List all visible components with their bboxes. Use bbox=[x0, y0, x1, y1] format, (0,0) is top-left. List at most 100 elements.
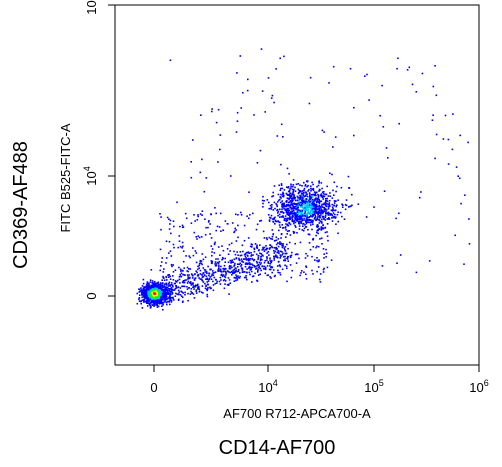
scatter-point bbox=[182, 285, 185, 288]
scatter-point bbox=[136, 292, 139, 295]
scatter-point bbox=[247, 251, 250, 253]
scatter-point bbox=[198, 288, 200, 290]
scatter-point bbox=[197, 286, 199, 289]
scatter-point bbox=[305, 208, 308, 211]
scatter-point bbox=[312, 273, 314, 275]
scatter-point bbox=[162, 290, 164, 293]
scatter-point bbox=[181, 296, 184, 299]
scatter-point bbox=[281, 187, 284, 190]
scatter-point bbox=[303, 207, 305, 209]
scatter-point bbox=[301, 199, 303, 202]
scatter-point bbox=[219, 276, 222, 279]
scatter-point bbox=[397, 57, 399, 60]
scatter-point bbox=[266, 274, 269, 277]
scatter-point bbox=[284, 250, 287, 252]
scatter-point bbox=[182, 250, 185, 252]
scatter-point bbox=[269, 257, 271, 259]
scatter-point bbox=[146, 281, 149, 283]
scatter-point bbox=[179, 294, 182, 296]
scatter-point bbox=[291, 217, 293, 220]
scatter-point bbox=[284, 227, 287, 229]
scatter-point bbox=[340, 186, 343, 189]
scatter-point bbox=[285, 210, 288, 213]
scatter-point bbox=[278, 213, 281, 216]
scatter-point bbox=[182, 292, 184, 294]
scatter-point bbox=[286, 243, 288, 246]
scatter-point bbox=[313, 202, 315, 205]
scatter-point bbox=[142, 287, 144, 290]
scatter-point bbox=[294, 253, 297, 256]
scatter-point bbox=[240, 214, 243, 216]
scatter-point bbox=[264, 248, 266, 251]
scatter-point bbox=[146, 287, 148, 289]
scatter-point bbox=[151, 280, 154, 282]
scatter-point bbox=[305, 214, 308, 216]
scatter-point bbox=[207, 283, 209, 286]
scatter-point bbox=[221, 275, 224, 277]
scatter-point bbox=[196, 275, 199, 277]
scatter-point bbox=[293, 193, 295, 196]
y-tick-label: 0 bbox=[84, 292, 99, 299]
scatter-point bbox=[250, 254, 253, 256]
scatter-point bbox=[285, 209, 287, 211]
scatter-point bbox=[174, 280, 177, 282]
scatter-point bbox=[259, 267, 261, 270]
scatter-point bbox=[289, 213, 291, 215]
scatter-point bbox=[306, 219, 309, 221]
scatter-point bbox=[442, 138, 445, 140]
scatter-point bbox=[317, 184, 320, 187]
scatter-point bbox=[279, 273, 282, 276]
scatter-point bbox=[297, 253, 299, 256]
scatter-point bbox=[297, 205, 299, 208]
scatter-point bbox=[165, 283, 168, 286]
scatter-point bbox=[305, 265, 307, 267]
scatter-point bbox=[156, 300, 159, 303]
scatter-point bbox=[457, 175, 459, 177]
scatter-point bbox=[238, 263, 241, 266]
scatter-point bbox=[187, 270, 189, 273]
scatter-point bbox=[314, 216, 317, 219]
scatter-point bbox=[168, 252, 170, 254]
scatter-point bbox=[383, 190, 386, 192]
scatter-point bbox=[324, 199, 327, 202]
scatter-point bbox=[151, 304, 154, 306]
scatter-point bbox=[161, 301, 163, 304]
scatter-point bbox=[318, 198, 320, 201]
scatter-point bbox=[199, 278, 202, 280]
scatter-point bbox=[292, 212, 294, 215]
scatter-point bbox=[253, 258, 256, 261]
scatter-point bbox=[283, 203, 285, 206]
scatter-point bbox=[165, 288, 167, 290]
scatter-point bbox=[326, 231, 328, 233]
scatter-point bbox=[239, 251, 242, 253]
scatter-point bbox=[161, 302, 164, 304]
scatter-point bbox=[268, 254, 270, 256]
scatter-point bbox=[198, 263, 201, 265]
scatter-point bbox=[303, 181, 305, 184]
scatter-point bbox=[320, 210, 323, 212]
scatter-point bbox=[193, 279, 196, 281]
scatter-point bbox=[273, 101, 275, 104]
scatter-point bbox=[240, 264, 243, 266]
scatter-point bbox=[234, 271, 237, 273]
scatter-point bbox=[197, 283, 199, 286]
scatter-point bbox=[293, 211, 296, 214]
scatter-point bbox=[312, 203, 315, 206]
scatter-point bbox=[247, 78, 249, 81]
scatter-point bbox=[321, 195, 324, 198]
scatter-point bbox=[230, 242, 233, 245]
scatter-point bbox=[276, 265, 279, 267]
scatter-point bbox=[150, 294, 153, 297]
scatter-point bbox=[239, 275, 241, 278]
scatter-point bbox=[245, 271, 248, 274]
scatter-point bbox=[157, 281, 160, 284]
scatter-point bbox=[212, 274, 215, 276]
scatter-point bbox=[308, 205, 310, 208]
scatter-point bbox=[289, 206, 292, 209]
scatter-point bbox=[190, 222, 193, 224]
scatter-point bbox=[279, 216, 281, 218]
scatter-point bbox=[308, 233, 311, 236]
scatter-point bbox=[282, 136, 284, 138]
scatter-point bbox=[311, 221, 314, 224]
scatter-point bbox=[316, 259, 318, 262]
